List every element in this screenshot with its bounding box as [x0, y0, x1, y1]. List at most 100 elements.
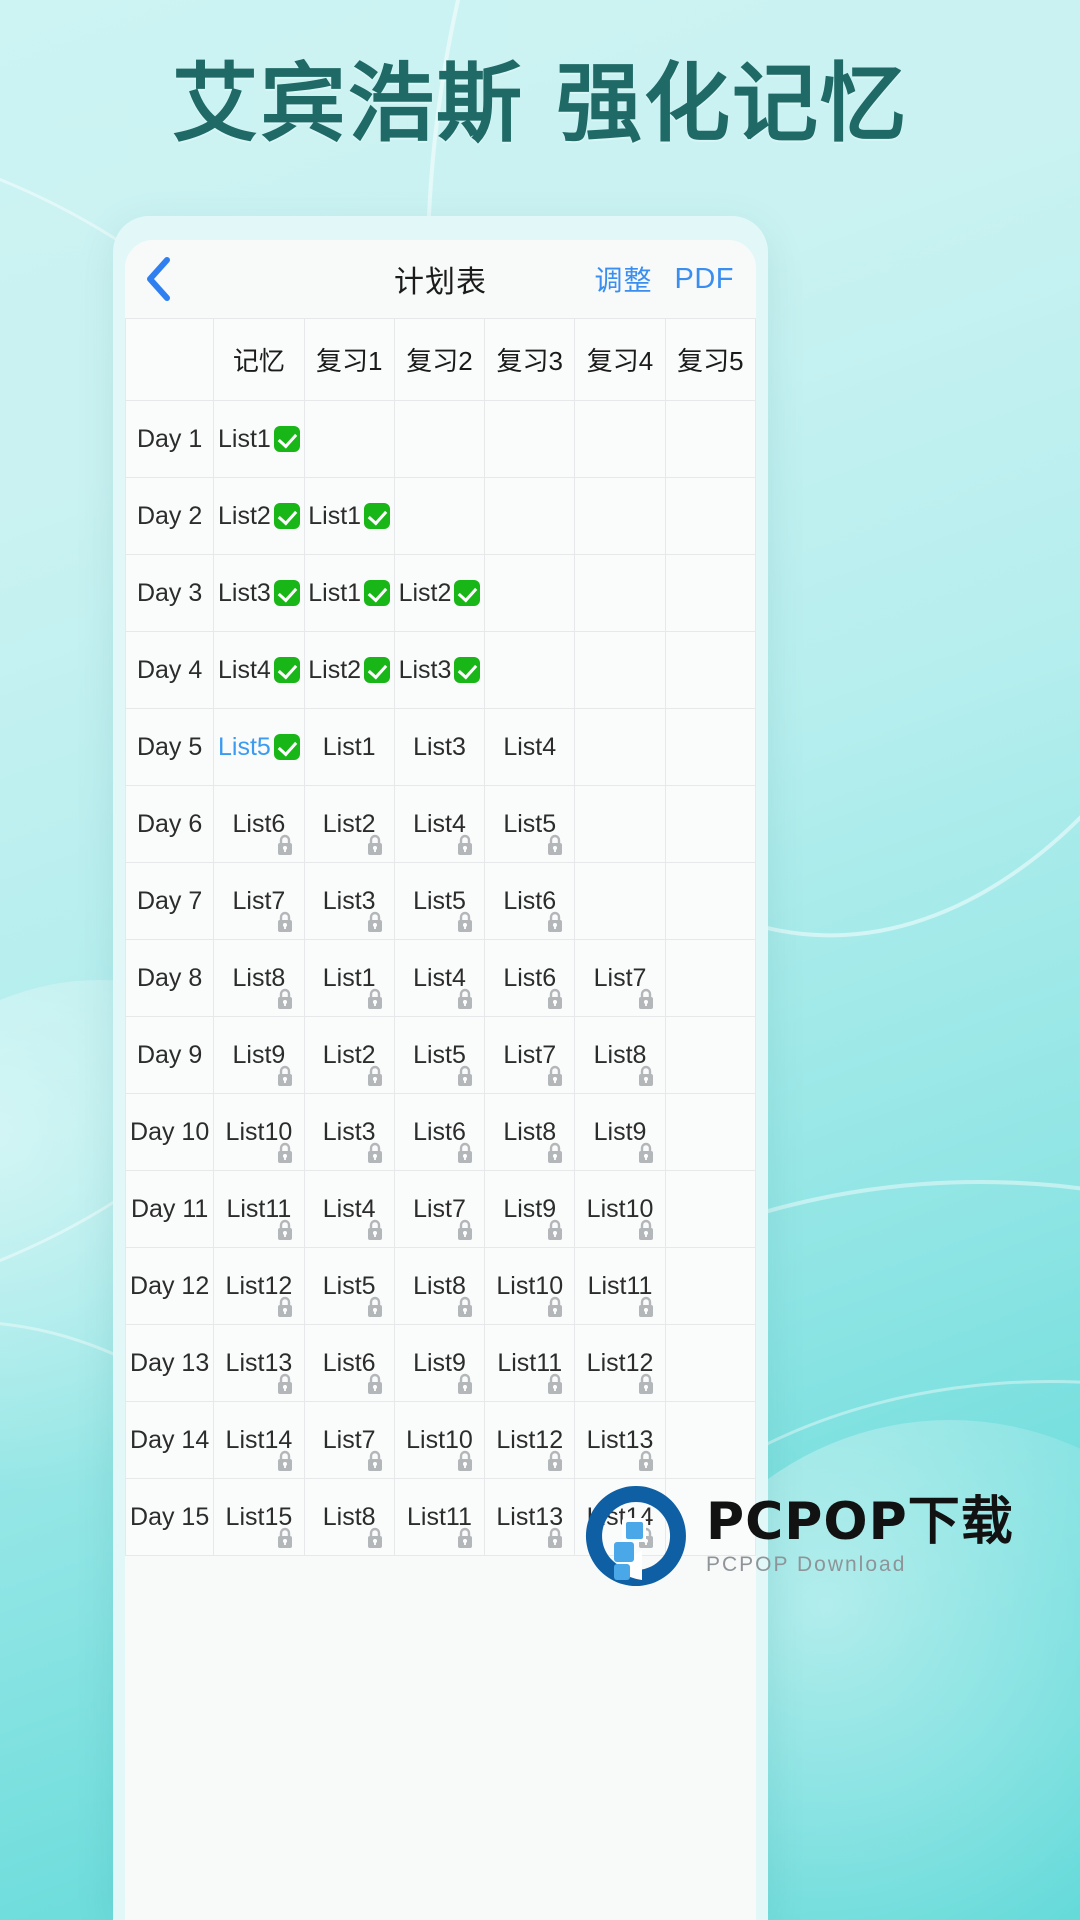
list-label: List12 — [586, 1348, 654, 1377]
schedule-cell[interactable]: List6 — [484, 939, 576, 1017]
schedule-cell[interactable]: List13 — [574, 1401, 666, 1479]
schedule-cell[interactable]: List8 — [484, 1093, 576, 1171]
list-label: List8 — [503, 1117, 557, 1146]
cell-content: List4 — [413, 963, 466, 992]
schedule-cell[interactable]: List10 — [393, 1401, 486, 1479]
schedule-cell[interactable]: List8 — [393, 1247, 486, 1325]
schedule-cell[interactable]: List11 — [484, 1324, 576, 1402]
list-label: List6 — [413, 1117, 466, 1146]
list-label: List3 — [398, 655, 452, 684]
schedule-cell[interactable]: List3 — [393, 708, 486, 786]
schedule-cell[interactable]: List4 — [393, 785, 486, 863]
schedule-cell[interactable]: List4 — [393, 939, 486, 1017]
cell-content: List3 — [323, 888, 376, 914]
schedule-cell[interactable]: List1 — [303, 554, 395, 632]
cell-content: List7 — [594, 965, 647, 991]
chevron-left-icon — [143, 256, 173, 302]
schedule-cell[interactable]: List9 — [574, 1093, 666, 1171]
schedule-cell[interactable]: List7 — [393, 1170, 486, 1248]
checkmark-icon[interactable] — [364, 580, 391, 606]
lock-icon — [455, 1449, 475, 1473]
schedule-cell[interactable]: List10 — [574, 1170, 666, 1248]
checkmark-icon[interactable] — [454, 580, 481, 606]
schedule-cell[interactable]: List7 — [484, 1016, 576, 1094]
pdf-button[interactable]: PDF — [674, 262, 734, 295]
list-label: List6 — [503, 886, 557, 915]
schedule-cell[interactable]: List6 — [484, 862, 576, 940]
schedule-cell[interactable]: List12 — [574, 1324, 666, 1402]
schedule-cell[interactable]: List5 — [303, 1247, 395, 1325]
day-label: Day 11 — [125, 1170, 215, 1248]
schedule-cell[interactable]: List4 — [303, 1170, 395, 1248]
schedule-cell[interactable]: List6 — [393, 1093, 486, 1171]
schedule-cell[interactable]: List6 — [213, 785, 305, 863]
schedule-cell[interactable]: List4 — [484, 708, 576, 786]
schedule-cell[interactable]: List7 — [574, 939, 666, 1017]
schedule-cell[interactable]: List3 — [393, 631, 486, 709]
schedule-cell[interactable]: List5 — [393, 1016, 486, 1094]
checkmark-icon[interactable] — [273, 657, 300, 683]
back-button[interactable] — [143, 253, 191, 305]
schedule-cell-empty — [664, 477, 756, 555]
list-label: List4 — [503, 732, 557, 761]
checkmark-icon[interactable] — [364, 657, 391, 683]
list-label: List7 — [413, 1194, 466, 1223]
schedule-cell[interactable]: List9 — [213, 1016, 305, 1094]
schedule-cell[interactable]: List5 — [484, 785, 576, 863]
schedule-cell[interactable]: List10 — [484, 1247, 576, 1325]
checkmark-icon[interactable] — [273, 503, 300, 529]
cell-content: List13 — [587, 1427, 654, 1453]
schedule-cell[interactable]: List1 — [303, 477, 395, 555]
schedule-cell[interactable]: List3 — [213, 554, 305, 632]
cell-content: List3 — [413, 734, 466, 760]
checkmark-icon[interactable] — [273, 580, 300, 606]
adjust-button[interactable]: 调整 — [594, 265, 653, 296]
lock-icon — [545, 1449, 565, 1473]
schedule-cell[interactable]: List14 — [574, 1478, 666, 1556]
schedule-cell[interactable]: List1 — [303, 939, 395, 1017]
cell-content: List1 — [308, 580, 391, 606]
schedule-cell[interactable]: List13 — [213, 1324, 305, 1402]
cell-content: List8 — [503, 1117, 557, 1146]
list-label: List5 — [503, 809, 557, 838]
schedule-cell[interactable]: List5 — [393, 862, 486, 940]
schedule-cell[interactable]: List12 — [213, 1247, 305, 1325]
schedule-cell[interactable]: List7 — [213, 862, 305, 940]
schedule-cell[interactable]: List2 — [303, 631, 395, 709]
schedule-cell[interactable]: List11 — [393, 1478, 486, 1556]
schedule-cell[interactable]: List2 — [393, 554, 486, 632]
schedule-cell[interactable]: List10 — [213, 1093, 305, 1171]
schedule-cell[interactable]: List1 — [303, 708, 395, 786]
lock-icon — [455, 1064, 475, 1088]
schedule-cell[interactable]: List15 — [213, 1478, 305, 1556]
cell-content: List3 — [323, 1119, 376, 1145]
schedule-cell[interactable]: List3 — [303, 862, 395, 940]
schedule-cell[interactable]: List8 — [303, 1478, 395, 1556]
schedule-cell[interactable]: List14 — [213, 1401, 305, 1479]
list-label: List4 — [413, 963, 466, 992]
schedule-cell[interactable]: List11 — [213, 1170, 305, 1248]
checkmark-icon[interactable] — [273, 426, 300, 452]
schedule-cell[interactable]: List2 — [213, 477, 305, 555]
schedule-cell[interactable]: List9 — [393, 1324, 486, 1402]
schedule-cell[interactable]: List6 — [303, 1324, 395, 1402]
checkmark-icon[interactable] — [364, 503, 391, 529]
schedule-cell[interactable]: List5 — [213, 708, 305, 786]
schedule-cell[interactable]: List2 — [303, 1016, 395, 1094]
schedule-cell[interactable]: List12 — [484, 1401, 576, 1479]
schedule-cell[interactable]: List8 — [213, 939, 305, 1017]
schedule-cell[interactable]: List7 — [303, 1401, 395, 1479]
schedule-cell[interactable]: List1 — [213, 400, 305, 478]
checkmark-icon[interactable] — [454, 657, 481, 683]
checkmark-icon[interactable] — [273, 734, 300, 760]
schedule-cell[interactable]: List11 — [574, 1247, 666, 1325]
list-label: List10 — [225, 1117, 293, 1146]
list-label: List7 — [232, 886, 286, 915]
schedule-cell-empty — [664, 631, 756, 709]
schedule-cell[interactable]: List2 — [303, 785, 395, 863]
schedule-cell[interactable]: List13 — [484, 1478, 576, 1556]
schedule-cell[interactable]: List8 — [574, 1016, 666, 1094]
schedule-cell[interactable]: List4 — [213, 631, 305, 709]
schedule-cell[interactable]: List9 — [484, 1170, 576, 1248]
schedule-cell[interactable]: List3 — [303, 1093, 395, 1171]
